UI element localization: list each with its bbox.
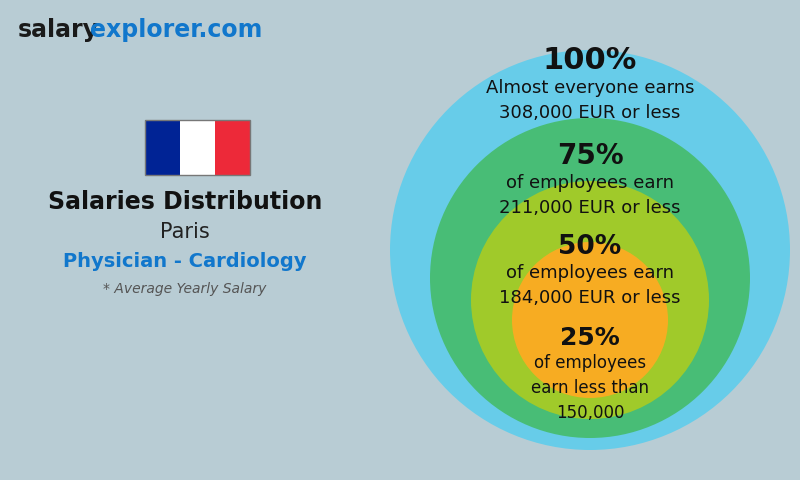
Ellipse shape (390, 50, 790, 450)
Text: Physician - Cardiology: Physician - Cardiology (63, 252, 306, 271)
Text: of employees
earn less than
150,000: of employees earn less than 150,000 (531, 354, 649, 422)
FancyBboxPatch shape (215, 120, 250, 175)
Text: of employees earn
184,000 EUR or less: of employees earn 184,000 EUR or less (499, 264, 681, 307)
Text: 50%: 50% (558, 234, 622, 260)
Text: explorer.com: explorer.com (90, 18, 262, 42)
Ellipse shape (430, 118, 750, 438)
FancyBboxPatch shape (145, 120, 180, 175)
Text: 25%: 25% (560, 326, 620, 350)
Ellipse shape (512, 242, 668, 398)
Text: of employees earn
211,000 EUR or less: of employees earn 211,000 EUR or less (499, 174, 681, 217)
Text: 100%: 100% (543, 46, 637, 75)
Text: Paris: Paris (160, 222, 210, 242)
FancyBboxPatch shape (180, 120, 215, 175)
Text: 75%: 75% (557, 142, 623, 170)
Text: * Average Yearly Salary: * Average Yearly Salary (103, 282, 266, 296)
Ellipse shape (471, 181, 709, 419)
Text: Almost everyone earns
308,000 EUR or less: Almost everyone earns 308,000 EUR or les… (486, 79, 694, 122)
Text: salary: salary (18, 18, 99, 42)
Text: Salaries Distribution: Salaries Distribution (48, 190, 322, 214)
